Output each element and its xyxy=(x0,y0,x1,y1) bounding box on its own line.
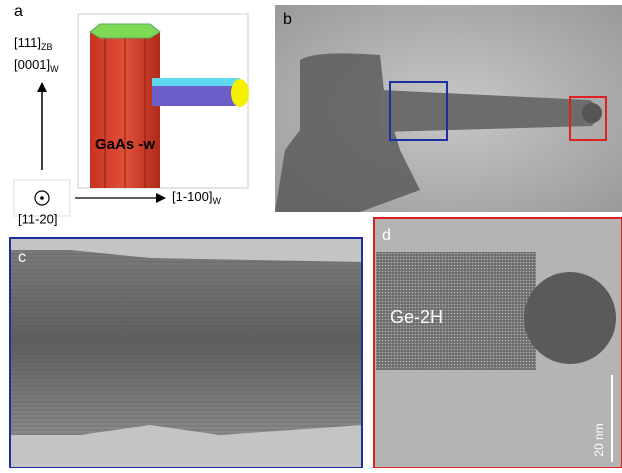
text-part: [111] xyxy=(14,35,41,50)
axis-label: [0001]W xyxy=(14,57,59,74)
panel-b: b xyxy=(275,5,622,212)
phase-label: Ge-2H xyxy=(390,307,443,327)
structure-label: GaAs -w xyxy=(95,136,155,153)
axis-label: [1-100]W xyxy=(172,189,221,206)
text-part: W xyxy=(50,64,59,74)
panel-label: d xyxy=(382,227,391,244)
axis-label: [11-20] xyxy=(18,211,58,226)
trunk-top xyxy=(90,24,160,38)
panel-label: a xyxy=(14,3,23,20)
text-part: ZB xyxy=(41,42,53,52)
panel-label: b xyxy=(283,11,292,28)
panel-a: a GaAs -w [111]ZB [0001]W [11-20] [1-100… xyxy=(14,3,249,226)
figure: a GaAs -w [111]ZB [0001]W [11-20] [1-100… xyxy=(0,0,622,468)
axis-label: [111]ZB xyxy=(14,35,53,52)
panel-d: d Ge-2H 20 nm xyxy=(374,218,622,468)
branch-top xyxy=(152,78,240,86)
text-part: W xyxy=(212,196,221,206)
text-part: [0001] xyxy=(14,57,50,72)
nanowire-branch xyxy=(152,86,240,106)
text-part: [1-100] xyxy=(172,189,212,204)
scale-bar-label: 20 nm xyxy=(592,423,606,456)
catalyst-particle xyxy=(231,79,249,107)
panel-c: c xyxy=(10,238,362,468)
panel-label: c xyxy=(18,249,26,266)
